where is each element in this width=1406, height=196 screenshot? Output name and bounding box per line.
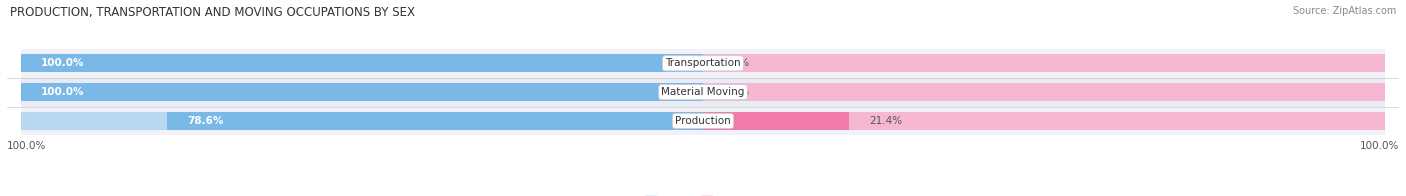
Text: Material Moving: Material Moving <box>661 87 745 97</box>
Bar <box>21 83 703 101</box>
Bar <box>703 54 1385 72</box>
Text: PRODUCTION, TRANSPORTATION AND MOVING OCCUPATIONS BY SEX: PRODUCTION, TRANSPORTATION AND MOVING OC… <box>10 6 415 19</box>
Text: 100.0%: 100.0% <box>7 141 46 151</box>
Bar <box>21 78 1385 107</box>
Bar <box>21 83 703 101</box>
Text: 21.4%: 21.4% <box>869 116 903 126</box>
Bar <box>21 54 703 72</box>
Bar <box>703 83 1385 101</box>
Text: Transportation: Transportation <box>665 58 741 68</box>
Text: 100.0%: 100.0% <box>41 58 84 68</box>
Text: 0.0%: 0.0% <box>724 58 749 68</box>
Bar <box>21 49 1385 78</box>
Bar <box>21 54 703 72</box>
Text: 100.0%: 100.0% <box>1360 141 1399 151</box>
Bar <box>21 107 1385 135</box>
Bar <box>703 112 1385 130</box>
Text: Production: Production <box>675 116 731 126</box>
Text: 78.6%: 78.6% <box>187 116 224 126</box>
Bar <box>167 112 703 130</box>
Bar <box>21 112 703 130</box>
Text: Source: ZipAtlas.com: Source: ZipAtlas.com <box>1292 6 1396 16</box>
Text: 100.0%: 100.0% <box>41 87 84 97</box>
Text: 0.0%: 0.0% <box>724 87 749 97</box>
Bar <box>703 112 849 130</box>
